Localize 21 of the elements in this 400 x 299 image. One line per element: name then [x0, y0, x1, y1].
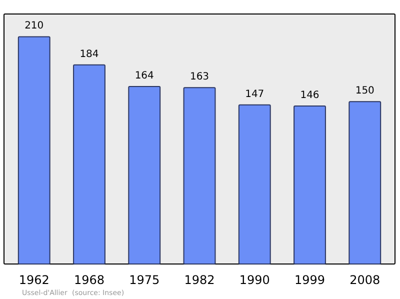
data-label: 164	[134, 70, 154, 82]
bar	[294, 105, 326, 264]
x-tick-label: 1990	[239, 273, 270, 287]
data-label: 146	[300, 90, 320, 101]
x-tick-label: 1968	[74, 273, 105, 287]
x-tick-label: 1982	[184, 273, 215, 287]
bar	[73, 64, 106, 264]
bar	[18, 36, 50, 264]
bar	[128, 86, 161, 264]
bar	[183, 87, 216, 264]
bar	[348, 101, 382, 264]
data-label: 184	[80, 48, 99, 60]
bar	[238, 104, 271, 264]
x-tick-label: 1999	[294, 273, 326, 287]
x-tick-label: 1975	[129, 273, 160, 287]
x-tick-label: 1962	[18, 273, 50, 287]
data-label: 147	[245, 88, 264, 100]
data-label: 150	[355, 86, 374, 97]
data-label: 210	[24, 20, 44, 32]
data-label: 163	[190, 72, 210, 83]
x-tick-label: 2008	[350, 273, 380, 287]
